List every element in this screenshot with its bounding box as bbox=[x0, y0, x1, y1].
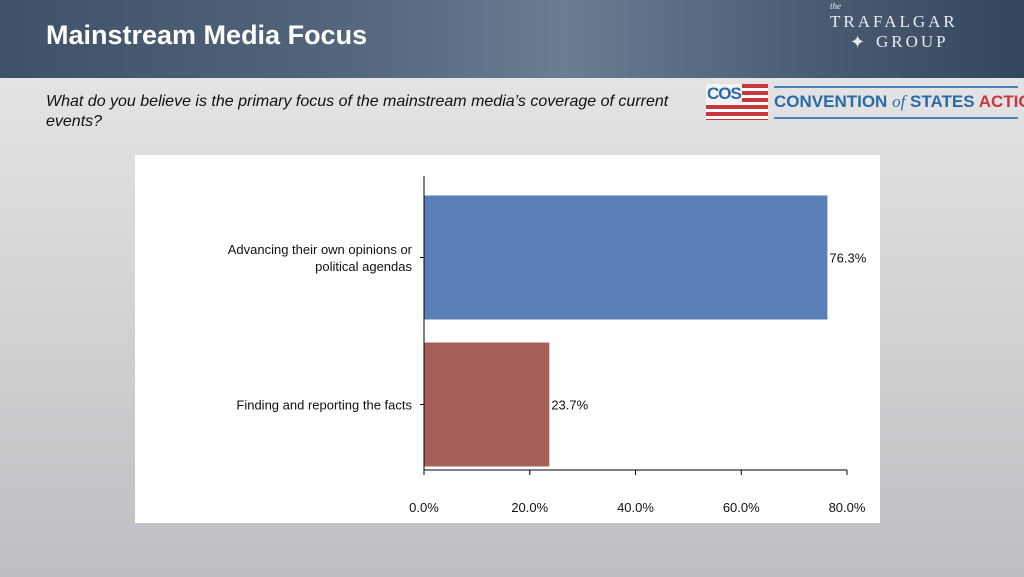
x-tick-label-0: 0.0% bbox=[409, 500, 439, 515]
x-tick-label-1: 20.0% bbox=[511, 500, 548, 515]
logo-rule-top bbox=[774, 86, 1018, 88]
category-label-1: Finding and reporting the facts bbox=[236, 398, 412, 413]
header-banner: Mainstream Media Focus the TRAFALGAR GRO… bbox=[0, 0, 1024, 78]
page-title: Mainstream Media Focus bbox=[46, 20, 368, 50]
cos-abbr: COS bbox=[706, 84, 742, 104]
cos-name: CONVENTION of STATES ACTION bbox=[774, 92, 1024, 111]
logo-the: the bbox=[830, 1, 841, 11]
cos-action-logo: COS CONVENTION of STATES ACTION bbox=[706, 84, 1024, 120]
bar-0 bbox=[424, 195, 828, 320]
compass-star-icon: ✦ bbox=[850, 32, 866, 52]
logo-rule-bottom bbox=[774, 117, 1018, 119]
bar-1 bbox=[424, 342, 550, 467]
x-tick-label-3: 60.0% bbox=[723, 500, 760, 515]
survey-question: What do you believe is the primary focus… bbox=[46, 93, 669, 130]
x-tick-label-4: 80.0% bbox=[829, 500, 866, 515]
x-tick-label-2: 40.0% bbox=[617, 500, 654, 515]
logo-line1: TRAFALGAR bbox=[830, 12, 958, 31]
data-label-1: 23.7% bbox=[551, 398, 588, 413]
logo-line2: GROUP bbox=[876, 32, 949, 51]
category-label-0: Advancing their own opinions or political… bbox=[228, 242, 413, 274]
data-label-0: 76.3% bbox=[829, 251, 866, 266]
